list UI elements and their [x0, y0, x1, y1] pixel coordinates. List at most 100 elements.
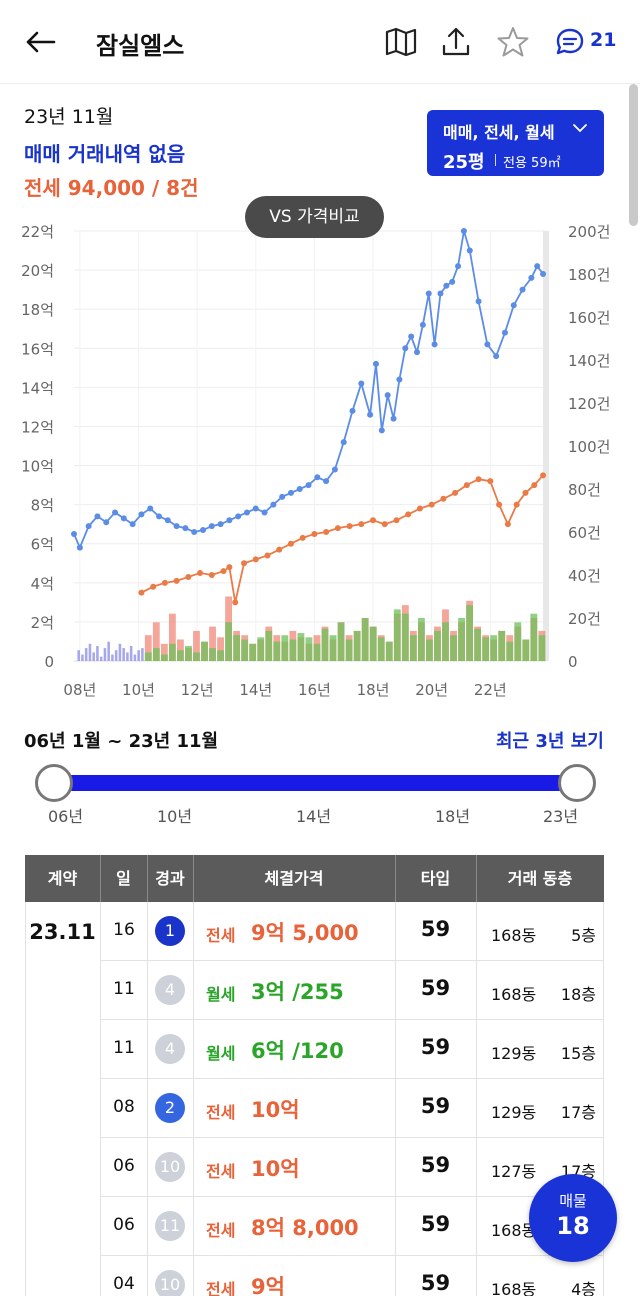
volume-bar [77, 650, 80, 661]
volume-bar [249, 643, 257, 661]
price-chart[interactable]: 0 2억 4억 6억 8억 10억 12억 14억 16억 18억 20억 22억 0 20건 40건 60건… [0, 215, 640, 710]
price-point [381, 521, 388, 528]
volume-bar [176, 650, 184, 661]
date-range-label: 06년 1월 ~ 23년 11월 [24, 731, 219, 752]
y-left-tick-label: 4억 [31, 575, 54, 593]
row-day: 11 [113, 1038, 135, 1058]
vs-compare-button[interactable]: VS 가격비교 [245, 196, 384, 238]
type-filter-button[interactable]: 매매, 전세, 월세 25평 전용 59㎡ [427, 110, 604, 176]
volume-bar [168, 643, 176, 661]
price-point [419, 321, 426, 328]
divider [476, 902, 477, 1296]
range-slider-track[interactable] [54, 775, 578, 791]
area-label: 전용 59㎡ [503, 156, 561, 171]
chat-count[interactable]: 21 [590, 29, 617, 51]
table-row[interactable]: 16 1 전세 9억 5,000 59 168동 5층 [100, 902, 604, 961]
range-slider-end-handle[interactable] [558, 764, 596, 802]
deal-kind: 전세 [206, 1162, 236, 1181]
sale-status: 매매 거래내역 없음 [24, 142, 186, 166]
listings-label: 매물 [559, 1192, 587, 1210]
table-row[interactable]: 11 4 월세 6억 /120 59 129동 15층 [100, 1020, 604, 1079]
price-point [425, 290, 432, 297]
price-point [226, 564, 233, 571]
row-day: 06 [113, 1156, 135, 1176]
back-arrow-icon[interactable] [22, 24, 58, 60]
table-row[interactable]: 11 4 월세 3억 /255 59 168동 18층 [100, 961, 604, 1020]
price-point [220, 568, 227, 575]
volume-bar [522, 639, 530, 661]
price-point [120, 515, 127, 522]
volume-bar [329, 635, 337, 661]
table-row[interactable]: 08 2 전세 10억 59 129동 17층 [100, 1079, 604, 1138]
volume-bar [107, 641, 110, 661]
share-icon[interactable] [438, 24, 474, 60]
price-point [185, 573, 192, 580]
deal-price: 8억 8,000 [251, 1216, 359, 1240]
price-point [261, 509, 268, 516]
volume-bar [201, 641, 208, 661]
slider-tick: 06년 [48, 807, 84, 826]
divider [395, 902, 396, 1296]
price-point [340, 439, 347, 446]
price-point [431, 341, 438, 348]
y-left-tick-label: 0 [44, 653, 54, 671]
deal-price: 6억 /120 [251, 1039, 344, 1063]
volume-bar [297, 633, 305, 661]
price-point [367, 411, 374, 418]
slider-tick: 10년 [157, 807, 193, 826]
price-point [270, 501, 277, 508]
y-right-tick-label: 40건 [568, 567, 601, 585]
price-point [522, 489, 529, 496]
chat-icon[interactable] [552, 24, 588, 60]
volume-bar [474, 628, 482, 661]
price-point [287, 489, 294, 496]
volume-bar [81, 654, 84, 661]
price-point [156, 513, 163, 520]
map-icon[interactable] [383, 24, 419, 60]
price-point [287, 540, 294, 547]
price-point [323, 529, 330, 535]
volume-bar [144, 652, 152, 661]
divider [147, 902, 148, 1296]
volume-bar [185, 645, 192, 661]
y-left-tick-label: 16억 [21, 340, 54, 358]
elapsed-badge: 2 [155, 1093, 185, 1123]
price-point [534, 263, 541, 270]
x-tick-label: 10년 [122, 681, 155, 699]
header-price: 체결가격 [264, 869, 324, 888]
star-icon[interactable] [495, 24, 531, 60]
deal-kind: 월세 [206, 985, 236, 1004]
deal-dong: 168동 [491, 1280, 537, 1296]
table-header: 계약 일 경과 체결가격 타입 거래 동층 [25, 855, 604, 902]
table-row[interactable]: 04 10 전세 9억 59 168동 4층 [100, 1256, 604, 1296]
recent-3y-button[interactable]: 최근 3년 보기 [496, 731, 604, 752]
volume-bar [434, 630, 441, 661]
deal-floor: 5층 [571, 926, 596, 945]
scrollbar[interactable] [629, 84, 638, 226]
y-left-tick-label: 20억 [21, 262, 54, 280]
divider [100, 902, 101, 1296]
divider [193, 855, 194, 902]
volume-bar [111, 654, 114, 661]
header-day: 일 [116, 869, 131, 888]
volume-bar [88, 643, 92, 661]
y-right-tick-label: 0 [568, 653, 578, 671]
price-point [384, 392, 391, 399]
range-slider-start-handle[interactable] [35, 764, 73, 802]
y-left-tick-label: 14억 [21, 379, 54, 397]
volume-bar [209, 626, 216, 661]
volume-bar [337, 622, 345, 661]
price-point [437, 290, 444, 297]
price-point [76, 544, 83, 551]
deal-dong: 127동 [491, 1162, 537, 1181]
deal-price: 9억 [251, 1275, 285, 1296]
deal-floor: 15층 [560, 1044, 596, 1063]
price-point [197, 570, 204, 577]
price-point [408, 333, 415, 340]
price-point [161, 579, 168, 586]
table-row[interactable]: 06 10 전세 10억 59 127동 17층 [100, 1138, 604, 1197]
listings-float-button[interactable]: 매물 18 [529, 1174, 617, 1262]
volume-bar [369, 626, 377, 661]
elapsed-badge: 4 [155, 1034, 185, 1064]
table-row[interactable]: 06 11 전세 8억 8,000 59 168동 [100, 1197, 604, 1256]
